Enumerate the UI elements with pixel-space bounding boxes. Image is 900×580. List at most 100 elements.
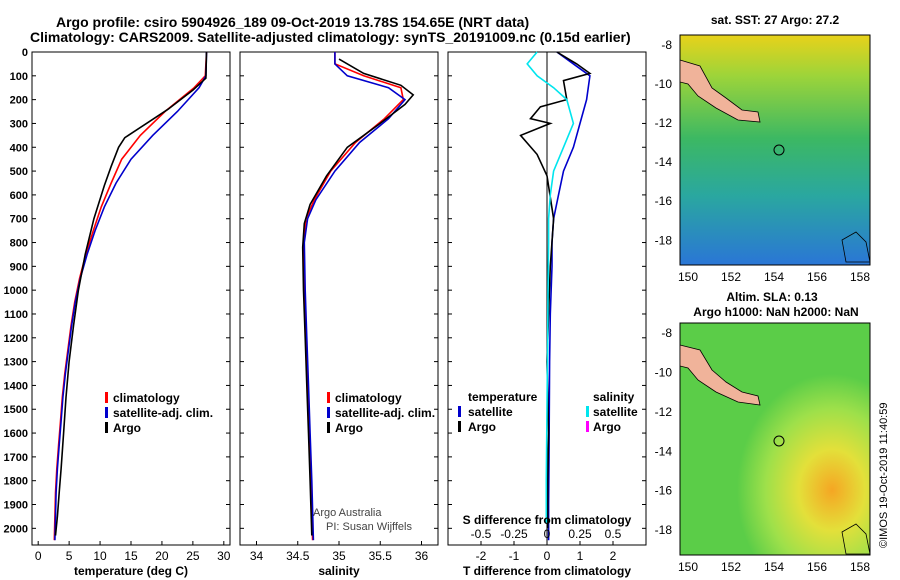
depth-tick-label: 1400 xyxy=(4,380,28,392)
depth-tick-label: 1200 xyxy=(4,333,28,345)
legend-swatch-satellite xyxy=(105,407,108,418)
series-line-argo xyxy=(54,51,208,536)
lat-tick-label: -12 xyxy=(655,405,673,419)
temperature-xlabel: temperature (deg C) xyxy=(74,564,188,578)
legend-title-temperature: temperature xyxy=(468,390,538,404)
sst-map-field xyxy=(679,34,871,266)
sla-map-title: Altim. SLA: 0.13 xyxy=(726,290,818,304)
annotation-pi: PI: Susan Wijffels xyxy=(326,521,412,533)
argo-float-marker xyxy=(773,144,785,156)
x-tick-label: -1 xyxy=(509,549,520,563)
s-diff-tick-label: 0 xyxy=(544,527,551,541)
s-diff-tick-label: 0.5 xyxy=(605,527,622,541)
lon-tick-label: 154 xyxy=(764,560,784,574)
sla-map-land xyxy=(679,344,761,406)
legend-label-satellite: satellite-adj. clim. xyxy=(335,406,435,420)
sla-lon-ticks: 150 152 154 156 158 xyxy=(678,560,870,574)
x-tick-label: 1 xyxy=(577,549,584,563)
x-tick-label: 25 xyxy=(186,549,200,563)
lat-tick-label: -18 xyxy=(655,523,673,537)
sla-map xyxy=(679,322,871,556)
sla-map-land xyxy=(841,523,871,555)
lat-tick-label: -8 xyxy=(661,38,672,52)
legend-label-t-argo: Argo xyxy=(468,420,496,434)
depth-tick-label: 500 xyxy=(10,166,28,178)
depth-tick-label: 200 xyxy=(10,95,28,107)
depth-tick-label: 1100 xyxy=(4,309,28,321)
legend-label-s-satellite: satellite xyxy=(593,405,638,419)
lon-tick-label: 154 xyxy=(764,270,784,284)
lat-tick-label: -10 xyxy=(655,365,673,379)
x-tick-label: 30 xyxy=(217,549,231,563)
temperature-legend: climatology satellite-adj. clim. Argo xyxy=(105,391,213,435)
legend-swatch-s-satellite xyxy=(586,406,589,417)
sst-map-title: sat. SST: 27 Argo: 27.2 xyxy=(711,13,840,27)
sst-map-land xyxy=(679,59,761,123)
legend-title-salinity: salinity xyxy=(593,390,635,404)
legend-label-climatology: climatology xyxy=(113,391,180,405)
lat-tick-label: -16 xyxy=(655,194,673,208)
depth-tick-label: 300 xyxy=(10,118,28,130)
x-tick-label: 5 xyxy=(66,549,73,563)
legend-swatch-climatology xyxy=(327,392,330,403)
s-diff-tick-label: 0.25 xyxy=(568,527,592,541)
sst-map xyxy=(679,34,871,266)
lon-tick-label: 156 xyxy=(807,560,827,574)
s-difference-x-ticks: -0.5 -0.25 0 0.25 0.5 xyxy=(471,527,622,541)
legend-label-t-satellite: satellite xyxy=(468,405,513,419)
depth-tick-label: 0 xyxy=(22,47,28,59)
salinity-x-ticks: 34 34.5 35 35.5 36 xyxy=(250,541,428,563)
legend-swatch-t-satellite xyxy=(458,406,461,417)
legend-swatch-argo xyxy=(105,422,108,433)
difference-xlabel: T difference from climatology xyxy=(463,564,631,578)
annotation-argo-australia: Argo Australia xyxy=(313,507,382,519)
depth-tick-label: 700 xyxy=(10,214,28,226)
depth-tick-label: 400 xyxy=(10,142,28,154)
lon-tick-label: 158 xyxy=(850,560,870,574)
temperature-plot xyxy=(53,51,208,541)
s-difference-xlabel: S difference from climatology xyxy=(463,513,632,527)
legend-swatch-climatology xyxy=(105,392,108,403)
x-tick-label: 0 xyxy=(35,549,42,563)
legend-label-climatology: climatology xyxy=(335,391,402,405)
difference-salinity-legend: salinity satellite Argo xyxy=(586,390,638,434)
x-tick-label: 34.5 xyxy=(286,549,310,563)
temperature-x-ticks: 0 5 10 15 20 25 30 xyxy=(35,541,231,563)
sla-lat-ticks: -8 -10 -12 -14 -16 -18 xyxy=(655,326,673,537)
legend-swatch-argo xyxy=(327,422,330,433)
salinity-legend: climatology satellite-adj. clim. Argo xyxy=(327,391,435,435)
depth-tick-label: 1300 xyxy=(4,357,28,369)
lat-tick-label: -14 xyxy=(655,444,673,458)
series-line-climatology xyxy=(302,52,405,541)
salinity-panel-frame xyxy=(239,51,439,546)
lon-tick-label: 158 xyxy=(850,270,870,284)
lat-tick-label: -12 xyxy=(655,116,673,130)
difference-x-ticks: -2 -1 0 1 2 xyxy=(476,541,617,563)
depth-tick-label: 1700 xyxy=(4,452,28,464)
x-tick-label: 20 xyxy=(155,549,169,563)
series-line-t-satellite xyxy=(547,51,591,541)
series-line-argo xyxy=(301,58,415,536)
lon-tick-label: 152 xyxy=(721,560,741,574)
sst-lon-ticks: 150 152 154 156 158 xyxy=(678,270,870,284)
series-line-satellite-adj-clim- xyxy=(303,52,407,541)
legend-label-argo: Argo xyxy=(335,421,363,435)
legend-swatch-s-argo xyxy=(586,421,589,432)
chart-title-line2: Climatology: CARS2009. Satellite-adjuste… xyxy=(30,29,631,45)
x-tick-label: 0 xyxy=(544,549,551,563)
sla-map-subtitle: Argo h1000: NaN h2000: NaN xyxy=(693,305,858,319)
s-diff-tick-label: -0.5 xyxy=(471,527,492,541)
depth-tick-label: 800 xyxy=(10,238,28,250)
lat-tick-label: -18 xyxy=(655,233,673,247)
lon-tick-label: 150 xyxy=(678,270,698,284)
s-diff-tick-label: -0.25 xyxy=(500,527,528,541)
difference-temperature-legend: temperature satellite Argo xyxy=(458,390,538,434)
chart-title-line1: Argo profile: csiro 5904926_189 09-Oct-2… xyxy=(56,14,530,30)
x-tick-label: 35.5 xyxy=(369,549,393,563)
x-tick-label: 34 xyxy=(250,549,264,563)
x-tick-label: 15 xyxy=(124,549,138,563)
depth-tick-label: 900 xyxy=(10,261,28,273)
difference-plot xyxy=(519,51,592,541)
x-tick-label: -2 xyxy=(476,549,487,563)
